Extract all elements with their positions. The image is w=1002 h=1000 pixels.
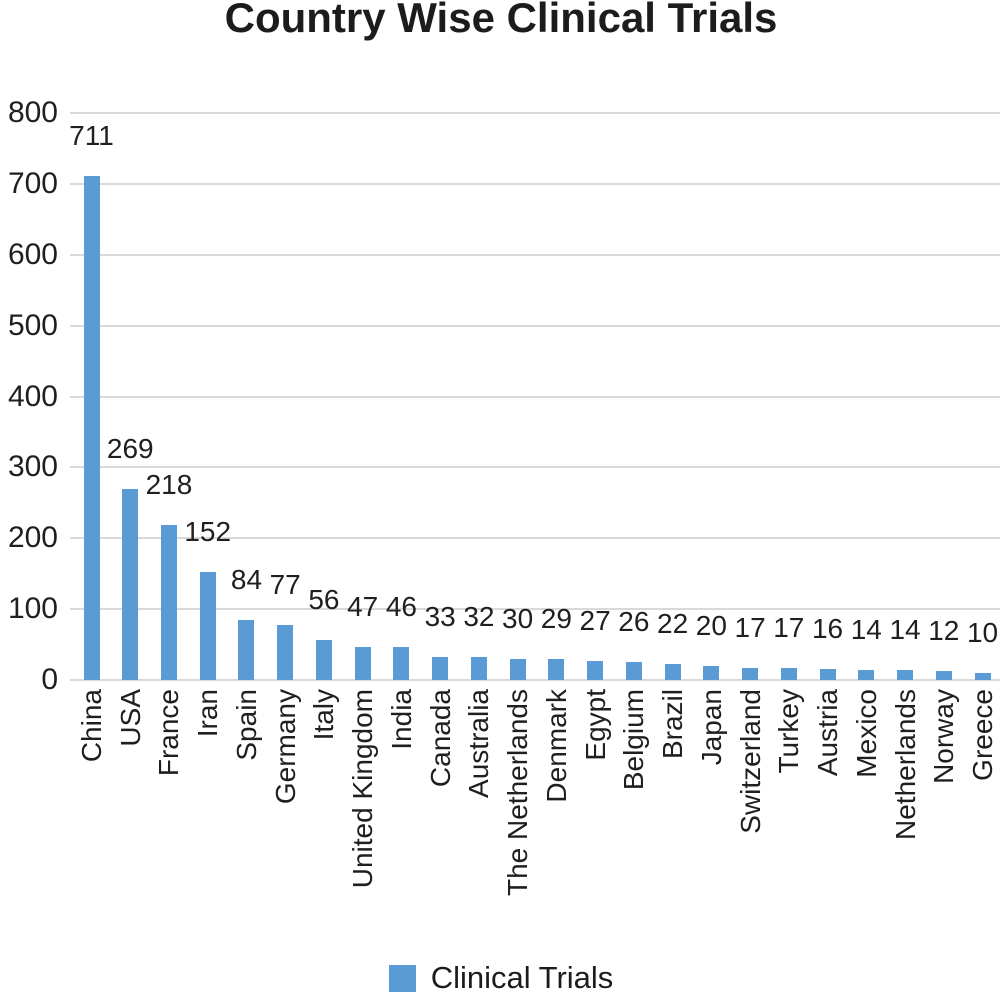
y-tick-label: 200 <box>7 521 58 555</box>
x-category-label: The Netherlands <box>502 689 534 897</box>
bar-value-label: 32 <box>463 601 495 633</box>
x-category-label: India <box>385 689 417 750</box>
x-category-label: United Kingdom <box>347 689 379 889</box>
bar-value-label: 84 <box>230 564 263 596</box>
x-category-label: Canada <box>424 689 456 788</box>
x-category-label: Belgium <box>618 689 650 791</box>
bar-value-label: 14 <box>889 614 921 646</box>
bar <box>83 176 100 680</box>
gridline <box>70 608 1000 611</box>
bar <box>315 640 332 680</box>
bar <box>199 572 216 680</box>
x-category-label: Egypt <box>579 689 611 761</box>
bar-value-label: 77 <box>269 569 301 601</box>
x-category-label: Italy <box>308 689 340 741</box>
bar-value-label: 152 <box>184 516 232 548</box>
bar-value-label: 33 <box>424 600 456 632</box>
y-tick-label: 100 <box>7 592 58 626</box>
y-tick-label: 500 <box>7 308 58 342</box>
bar-value-label: 269 <box>106 433 154 465</box>
bar-value-label: 20 <box>695 609 727 641</box>
x-category-label: Norway <box>928 689 960 784</box>
bar-value-label: 711 <box>69 120 114 152</box>
x-category-label: China <box>76 689 107 763</box>
y-tick-label: 400 <box>7 379 58 413</box>
bar <box>587 660 604 680</box>
bar <box>703 665 720 680</box>
bar <box>974 672 991 680</box>
x-category-label: Spain <box>230 689 262 761</box>
bar <box>354 646 371 680</box>
gridline <box>70 395 1000 398</box>
bar-value-label: 17 <box>734 611 766 643</box>
bar-value-label: 14 <box>850 614 882 646</box>
bar-value-label: 17 <box>773 611 805 643</box>
bar <box>935 671 952 680</box>
bar-value-label: 27 <box>579 604 611 636</box>
bar <box>470 657 487 680</box>
gridline <box>70 466 1000 469</box>
y-tick-label: 700 <box>7 166 58 200</box>
bar <box>277 625 294 680</box>
bar <box>238 620 255 680</box>
y-tick-label: 800 <box>7 96 58 129</box>
legend-label: Clinical Trials <box>430 960 614 995</box>
gridline <box>70 679 1000 681</box>
bar <box>858 670 875 680</box>
legend: Clinical Trials <box>0 960 1002 996</box>
gridline <box>70 324 1000 327</box>
x-category-label: Germany <box>269 689 301 805</box>
x-category-label: Turkey <box>773 689 805 774</box>
x-category-label: Austria <box>812 689 844 777</box>
x-category-label: Denmark <box>540 689 572 803</box>
x-category-label: Switzerland <box>734 689 766 834</box>
legend-swatch <box>388 964 416 992</box>
x-category-label: Japan <box>695 689 727 766</box>
chart-title: Country Wise Clinical Trials <box>224 0 778 41</box>
gridline <box>70 182 1000 185</box>
bar-value-label: 30 <box>502 602 534 634</box>
bar-value-label: 29 <box>540 603 572 635</box>
gridline <box>70 112 1000 114</box>
x-category-label: Brazil <box>657 689 689 760</box>
bar <box>819 668 836 680</box>
bar-value-label: 218 <box>145 469 193 501</box>
y-tick-label: 600 <box>7 237 58 271</box>
bar <box>160 525 177 680</box>
bar <box>122 489 139 680</box>
bar-value-label: 22 <box>657 608 689 640</box>
bar-value-label: 26 <box>618 605 650 637</box>
bar <box>664 664 681 680</box>
y-tick-label: 0 <box>41 663 58 696</box>
bar <box>509 658 526 680</box>
x-category-label: Netherlands <box>889 689 921 840</box>
x-category-label: Australia <box>463 689 495 798</box>
x-category-label: Greece <box>967 689 999 781</box>
bar <box>742 667 759 680</box>
gridline <box>70 537 1000 540</box>
bar-value-label: 12 <box>928 615 960 647</box>
bar <box>897 670 914 680</box>
x-category-label: Iran <box>192 689 224 738</box>
x-category-label: France <box>153 689 185 777</box>
x-category-label: USA <box>114 689 146 747</box>
bar-value-label: 10 <box>966 616 999 648</box>
gridline <box>70 253 1000 256</box>
bar <box>393 647 410 680</box>
bar <box>625 661 642 680</box>
bar <box>432 656 449 680</box>
bar <box>548 659 565 680</box>
bar-value-label: 47 <box>347 590 379 622</box>
bar <box>780 667 797 680</box>
y-tick-label: 300 <box>7 450 58 484</box>
bar-value-label: 56 <box>308 584 340 616</box>
x-category-label: Mexico <box>850 689 882 778</box>
bar-value-label: 16 <box>811 612 844 644</box>
bar-value-label: 46 <box>385 591 417 623</box>
